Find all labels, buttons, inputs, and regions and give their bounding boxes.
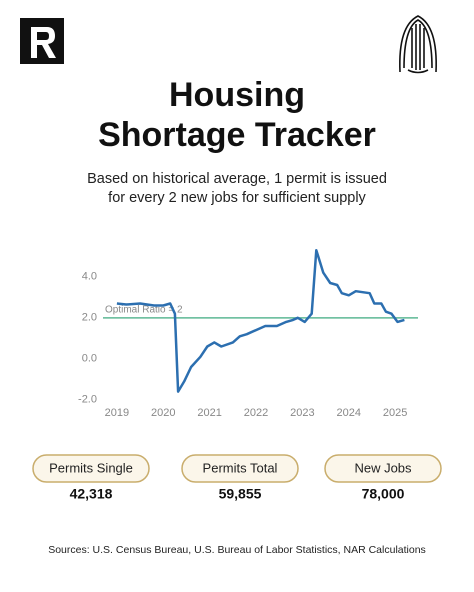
subtitle-line: for every 2 new jobs for sufficient supp…: [108, 190, 366, 206]
stat-pill: [181, 454, 299, 483]
reference-label: Optimal Ratio = 2: [105, 304, 183, 315]
footer-sources: Sources: U.S. Census Bureau, U.S. Bureau…: [48, 544, 426, 556]
nar-building-logo: [399, 15, 437, 74]
stat-pill: [324, 454, 442, 483]
x-tick-label: 2022: [244, 407, 268, 419]
title-line: Shortage Tracker: [98, 116, 376, 154]
x-tick-label: 2020: [151, 407, 175, 419]
x-tick-label: 2023: [290, 407, 314, 419]
stat-label: Permits Single: [49, 460, 133, 475]
stat-pill: [32, 454, 150, 483]
data-line: [116, 248, 405, 393]
y-tick-label: 2.0: [82, 312, 97, 324]
stat-label: Permits Total: [203, 460, 278, 475]
y-tick-label: 0.0: [82, 353, 97, 365]
x-tick-label: 2021: [197, 407, 221, 419]
y-tick-label: -2.0: [78, 394, 97, 406]
subtitle-line: Based on historical average, 1 permit is…: [87, 171, 387, 187]
realtor-logo: [20, 18, 64, 64]
stat-value: 42,318: [70, 486, 113, 502]
y-tick-label: 4.0: [82, 271, 97, 283]
x-tick-label: 2025: [383, 407, 407, 419]
x-tick-label: 2019: [105, 407, 129, 419]
stat-label: New Jobs: [354, 460, 412, 475]
x-tick-label: 2024: [337, 407, 361, 419]
stat-value: 59,855: [219, 486, 262, 502]
stat-value: 78,000: [362, 486, 405, 502]
title-line: Housing: [169, 76, 305, 114]
